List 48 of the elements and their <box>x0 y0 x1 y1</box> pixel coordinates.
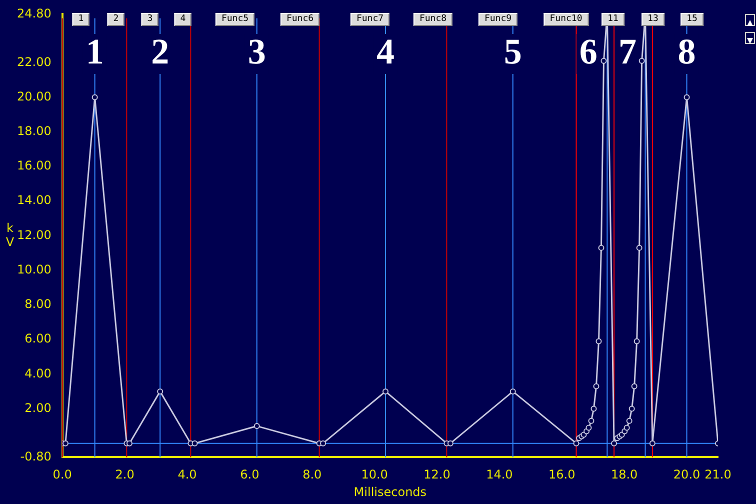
y-tick-label: 4.00 <box>24 366 52 380</box>
y-tick-label: -0.80 <box>20 449 52 464</box>
x-tick-label: 16.0 <box>548 468 576 482</box>
y-tick-label: 2.00 <box>24 400 52 415</box>
annotation: 13 <box>642 13 664 26</box>
x-tick-label: 4.0 <box>178 468 197 482</box>
annotation: 1 <box>86 31 104 72</box>
x-tick-label: 21.0 <box>704 468 732 482</box>
y-tick-label: 10.00 <box>16 262 52 276</box>
y-tick-label: 20.00 <box>16 89 52 104</box>
annotation: 1 <box>72 13 90 26</box>
x-tick-label: 20.0 <box>673 468 700 482</box>
y-tick-label: 6.00 <box>24 332 52 346</box>
y-tick-label: 14.00 <box>16 193 52 208</box>
annotation: 2 <box>151 31 170 72</box>
annotation: Func7 <box>350 13 390 26</box>
y-tick-label: 16.00 <box>16 158 52 173</box>
annotation: 4 <box>174 13 192 26</box>
annotation: 15 <box>680 13 704 26</box>
annotation: 11 <box>602 13 624 26</box>
annotation: 7 <box>618 31 636 72</box>
x-tick-label: 18.0 <box>610 468 638 482</box>
annotation: 4 <box>376 31 394 72</box>
annotation: 3 <box>141 13 159 26</box>
x-tick-label: 12.0 <box>424 468 450 482</box>
x-tick-label: 14.0 <box>486 468 513 482</box>
annotation: Func9 <box>478 13 518 26</box>
annotation: 2 <box>107 13 125 26</box>
y-tick-label: 18.00 <box>16 124 52 138</box>
y-tick-label: 8.00 <box>24 297 52 312</box>
annotation: Func10 <box>544 13 588 26</box>
annotation: 8 <box>678 31 696 72</box>
annotation: Func5 <box>215 13 255 26</box>
annotation: 6 <box>579 31 598 72</box>
annotation: 5 <box>504 31 522 72</box>
annotation: Func6 <box>280 13 320 26</box>
x-tick-label: 0.0 <box>52 468 72 482</box>
y-tick-label: 24.80 <box>16 6 52 20</box>
x-axis-title: Milliseconds <box>354 484 427 499</box>
x-tick-label: 6.0 <box>240 468 260 482</box>
y-tick-label: 22.00 <box>16 54 52 69</box>
x-tick-label: 2.0 <box>115 468 134 482</box>
y-axis-title: kV <box>6 220 15 249</box>
annotation: 3 <box>248 31 266 72</box>
annotation: Func8 <box>413 13 453 26</box>
x-tick-label: 8.0 <box>302 468 322 482</box>
x-tick-label: 10.0 <box>361 468 388 482</box>
y-tick-label: 12.00 <box>16 228 52 242</box>
